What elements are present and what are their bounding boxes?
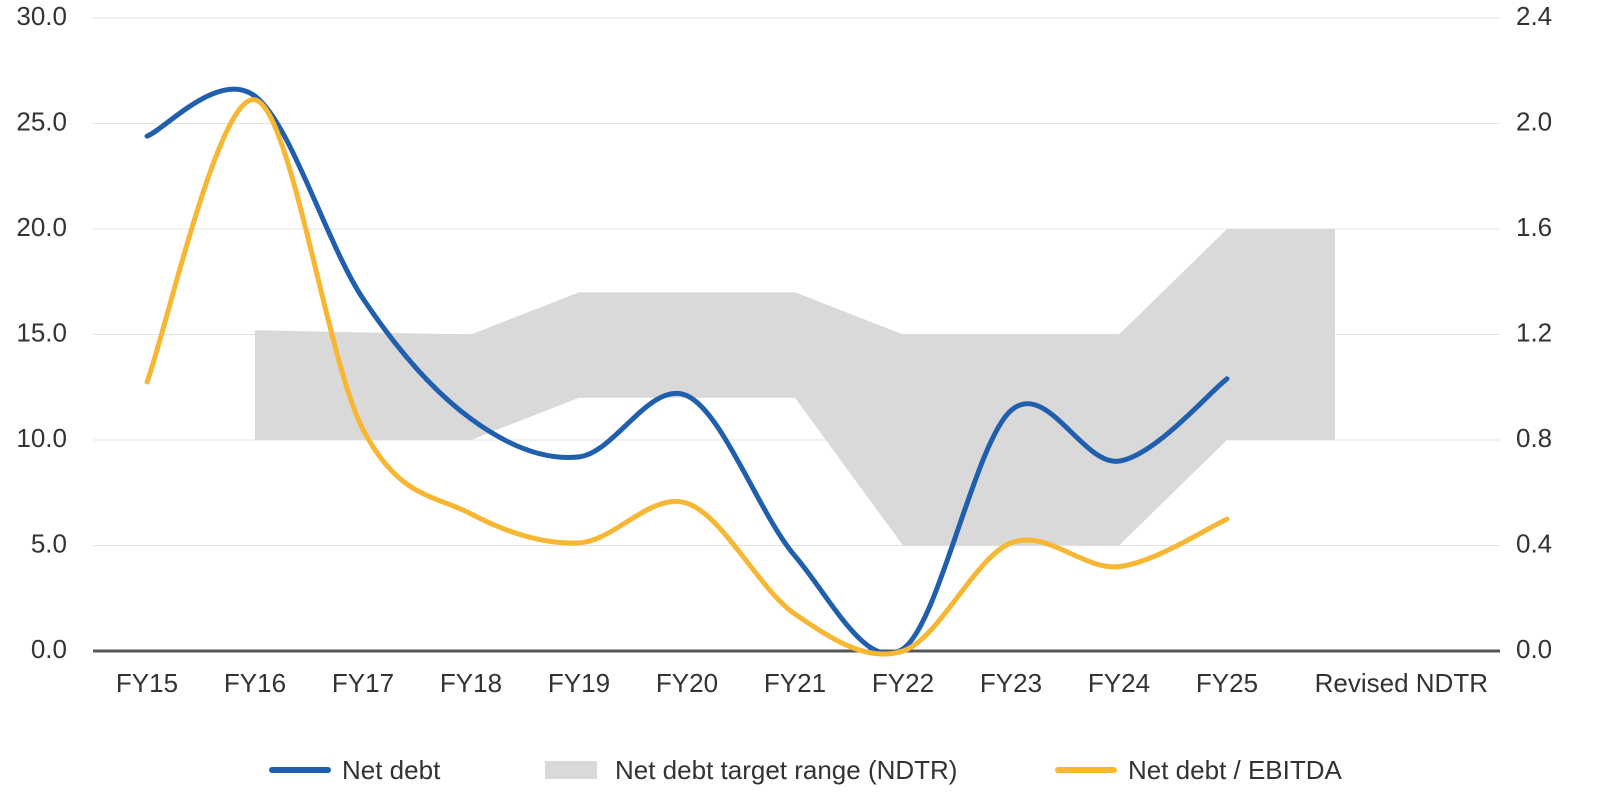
- x-tick-label: FY22: [872, 668, 934, 698]
- x-tick-label: FY17: [332, 668, 394, 698]
- x-tick-label: FY24: [1088, 668, 1150, 698]
- series-line: [144, 86, 1230, 657]
- y2-tick-label: 0.0: [1516, 634, 1552, 664]
- legend-label: Net debt / EBITDA: [1128, 755, 1343, 785]
- x-tick-label: FY15: [116, 668, 178, 698]
- x-tick-label: FY20: [656, 668, 718, 698]
- y-tick-label: 0.0: [31, 634, 67, 664]
- y2-tick-label: 1.2: [1516, 317, 1552, 347]
- legend-label: Net debt: [342, 755, 441, 785]
- x-tick-label: FY23: [980, 668, 1042, 698]
- legend-swatch: [545, 761, 597, 779]
- x-tick-label: FY18: [440, 668, 502, 698]
- x-tick-label: FY16: [224, 668, 286, 698]
- x-tick-label: FY21: [764, 668, 826, 698]
- y-tick-label: 25.0: [16, 106, 67, 136]
- x-tick-label: FY25: [1196, 668, 1258, 698]
- x-tick-label: FY19: [548, 668, 610, 698]
- x-tick-label: Revised NDTR: [1315, 668, 1488, 698]
- y-tick-label: 10.0: [16, 423, 67, 453]
- series-line: [144, 97, 1230, 657]
- y2-tick-label: 2.4: [1516, 1, 1552, 31]
- y-tick-label: 30.0: [16, 1, 67, 31]
- target-band: [255, 229, 1335, 546]
- y-tick-label: 15.0: [16, 317, 67, 347]
- y2-tick-label: 0.8: [1516, 423, 1552, 453]
- y2-tick-label: 0.4: [1516, 528, 1552, 558]
- legend-label: Net debt target range (NDTR): [615, 755, 957, 785]
- y-tick-label: 20.0: [16, 212, 67, 242]
- y2-tick-label: 2.0: [1516, 106, 1552, 136]
- y2-tick-label: 1.6: [1516, 212, 1552, 242]
- y-tick-label: 5.0: [31, 528, 67, 558]
